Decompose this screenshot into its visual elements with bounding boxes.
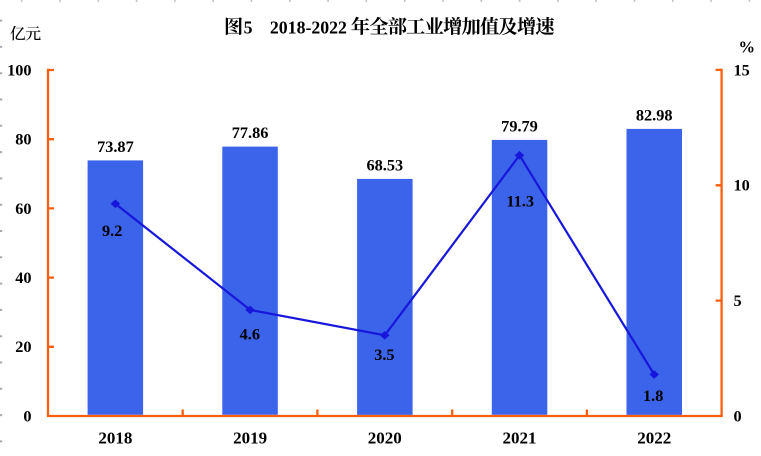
svg-text:0: 0: [734, 406, 742, 425]
svg-text:5: 5: [734, 291, 742, 310]
svg-text:68.53: 68.53: [366, 155, 403, 174]
svg-text:80: 80: [15, 130, 31, 149]
svg-text:2019: 2019: [233, 429, 267, 448]
svg-text:0: 0: [23, 406, 31, 425]
svg-text:77.86: 77.86: [232, 123, 269, 142]
svg-text:100: 100: [7, 60, 31, 79]
svg-text:5: 5: [244, 17, 253, 37]
svg-text:9.2: 9.2: [102, 221, 122, 240]
svg-text:20: 20: [15, 337, 31, 356]
svg-text:2018-2022: 2018-2022: [270, 17, 347, 37]
svg-text:60: 60: [15, 199, 31, 218]
svg-text:%: %: [739, 37, 756, 56]
svg-text:1.8: 1.8: [643, 386, 663, 405]
svg-text:82.98: 82.98: [636, 105, 673, 124]
svg-text:15: 15: [734, 60, 750, 79]
svg-text:11.3: 11.3: [506, 192, 534, 211]
svg-text:10: 10: [734, 176, 750, 195]
svg-text:2020: 2020: [368, 429, 402, 448]
svg-text:3.5: 3.5: [374, 345, 394, 364]
svg-text:2021: 2021: [503, 429, 537, 448]
svg-text:2018: 2018: [98, 429, 132, 448]
svg-text:2022: 2022: [637, 429, 671, 448]
svg-text:40: 40: [15, 268, 31, 287]
svg-text:4.6: 4.6: [240, 325, 260, 344]
svg-text:79.79: 79.79: [501, 116, 538, 135]
svg-text:73.87: 73.87: [97, 137, 134, 156]
